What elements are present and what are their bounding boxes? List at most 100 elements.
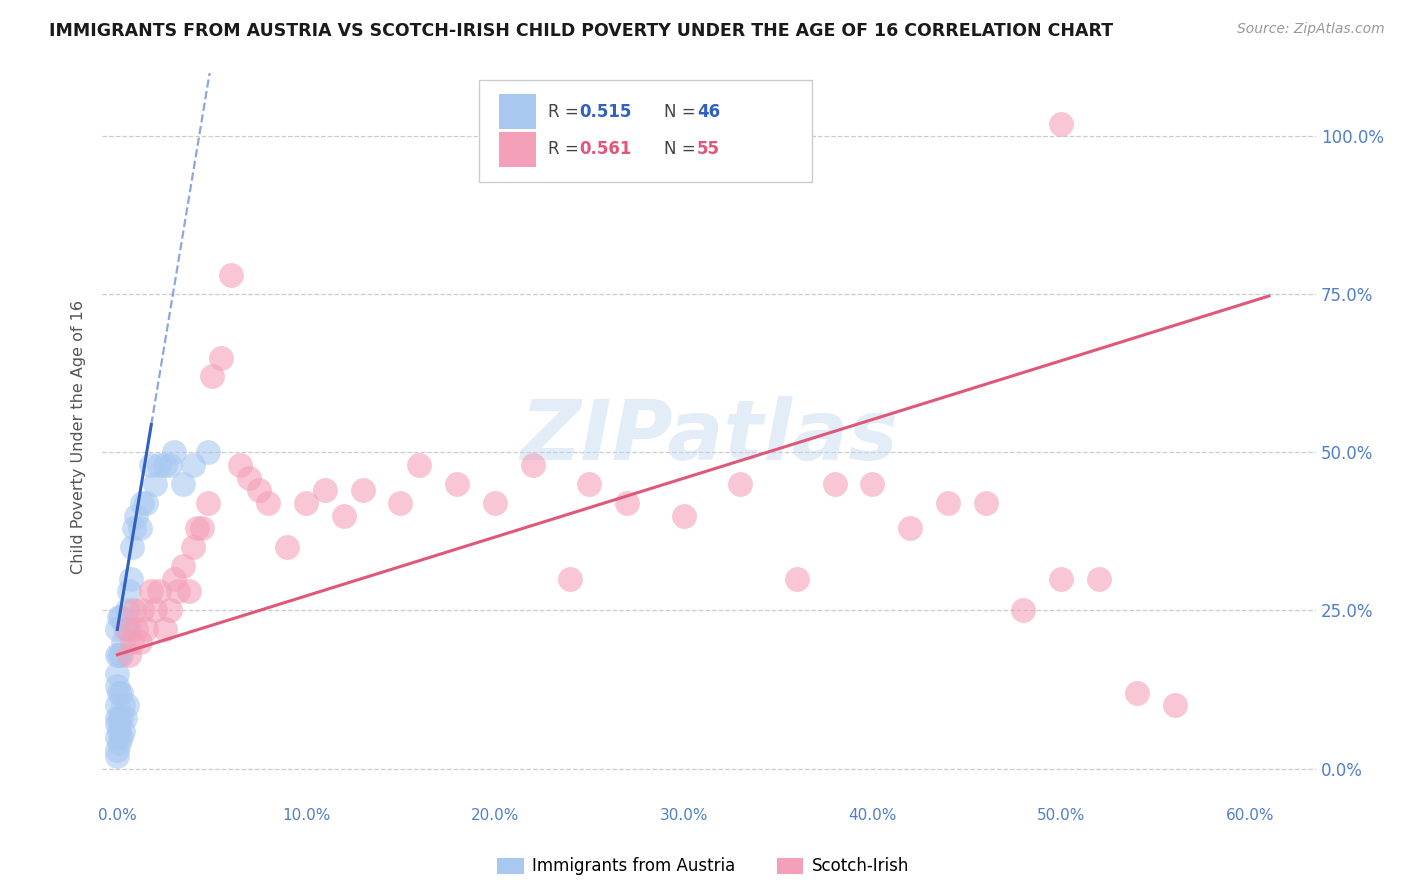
Text: IMMIGRANTS FROM AUSTRIA VS SCOTCH-IRISH CHILD POVERTY UNDER THE AGE OF 16 CORREL: IMMIGRANTS FROM AUSTRIA VS SCOTCH-IRISH … xyxy=(49,22,1114,40)
Point xyxy=(153,623,176,637)
Point xyxy=(1163,698,1185,713)
Text: 0.561: 0.561 xyxy=(579,140,631,159)
Point xyxy=(197,496,219,510)
Point xyxy=(135,496,157,510)
Point xyxy=(141,458,163,472)
Point xyxy=(191,521,214,535)
Point xyxy=(143,477,166,491)
Text: Source: ZipAtlas.com: Source: ZipAtlas.com xyxy=(1237,22,1385,37)
Point xyxy=(159,603,181,617)
Point xyxy=(314,483,336,498)
Point xyxy=(124,521,146,535)
Point xyxy=(105,711,128,725)
Point xyxy=(105,623,128,637)
Point xyxy=(120,572,142,586)
Point xyxy=(578,477,600,491)
Point xyxy=(143,603,166,617)
Point xyxy=(114,711,136,725)
Point xyxy=(105,748,128,763)
Point xyxy=(824,477,846,491)
Point xyxy=(105,648,128,662)
Point xyxy=(172,559,194,574)
Point xyxy=(352,483,374,498)
Point xyxy=(110,648,132,662)
Point xyxy=(117,584,139,599)
FancyBboxPatch shape xyxy=(499,94,536,129)
Point xyxy=(110,730,132,744)
Point xyxy=(276,540,298,554)
Point xyxy=(115,623,138,637)
Point xyxy=(108,736,131,750)
Point xyxy=(229,458,252,472)
Point xyxy=(163,445,186,459)
Point xyxy=(105,730,128,744)
Point xyxy=(181,540,204,554)
Point xyxy=(108,648,131,662)
Point xyxy=(117,623,139,637)
Y-axis label: Child Poverty Under the Age of 16: Child Poverty Under the Age of 16 xyxy=(72,300,86,574)
Point xyxy=(616,496,638,510)
Text: ZIPatlas: ZIPatlas xyxy=(520,396,898,477)
Point xyxy=(238,470,260,484)
FancyBboxPatch shape xyxy=(499,132,536,167)
Point xyxy=(181,458,204,472)
Point xyxy=(1012,603,1035,617)
Point xyxy=(131,496,153,510)
Point xyxy=(105,679,128,693)
Point xyxy=(1050,572,1073,586)
Point xyxy=(186,521,208,535)
Point xyxy=(110,609,132,624)
Point xyxy=(110,711,132,725)
Point xyxy=(121,635,143,649)
Point xyxy=(177,584,200,599)
Point xyxy=(148,458,170,472)
Point xyxy=(484,496,506,510)
Point xyxy=(560,572,582,586)
Point xyxy=(125,508,148,523)
Point xyxy=(974,496,997,510)
Point xyxy=(159,458,181,472)
Point xyxy=(166,584,188,599)
Point xyxy=(936,496,959,510)
Point xyxy=(672,508,695,523)
Point xyxy=(408,458,430,472)
Point xyxy=(108,723,131,738)
Point xyxy=(111,723,134,738)
Text: 0.515: 0.515 xyxy=(579,103,631,120)
Point xyxy=(163,572,186,586)
Point xyxy=(219,268,242,283)
Point xyxy=(295,496,318,510)
Point xyxy=(209,351,232,365)
Point xyxy=(153,458,176,472)
Point xyxy=(148,584,170,599)
Point xyxy=(257,496,280,510)
Point xyxy=(446,477,468,491)
FancyBboxPatch shape xyxy=(478,80,813,182)
Point xyxy=(1126,686,1149,700)
Legend: Immigrants from Austria, Scotch-Irish: Immigrants from Austria, Scotch-Irish xyxy=(491,851,915,882)
Text: 55: 55 xyxy=(697,140,720,159)
Point xyxy=(197,445,219,459)
Point xyxy=(898,521,921,535)
Point xyxy=(111,635,134,649)
Point xyxy=(247,483,270,498)
Point xyxy=(115,698,138,713)
Point xyxy=(108,686,131,700)
Text: N =: N = xyxy=(664,103,696,120)
Point xyxy=(117,648,139,662)
Point xyxy=(135,623,157,637)
Text: R =: R = xyxy=(548,140,578,159)
Text: 46: 46 xyxy=(697,103,720,120)
Point xyxy=(124,603,146,617)
Point xyxy=(131,603,153,617)
Point xyxy=(105,666,128,681)
Point xyxy=(786,572,808,586)
Point xyxy=(129,635,152,649)
Point xyxy=(201,369,224,384)
Point xyxy=(108,711,131,725)
Point xyxy=(172,477,194,491)
Text: R =: R = xyxy=(548,103,578,120)
Point xyxy=(522,458,544,472)
Point xyxy=(105,698,128,713)
Point xyxy=(105,717,128,731)
